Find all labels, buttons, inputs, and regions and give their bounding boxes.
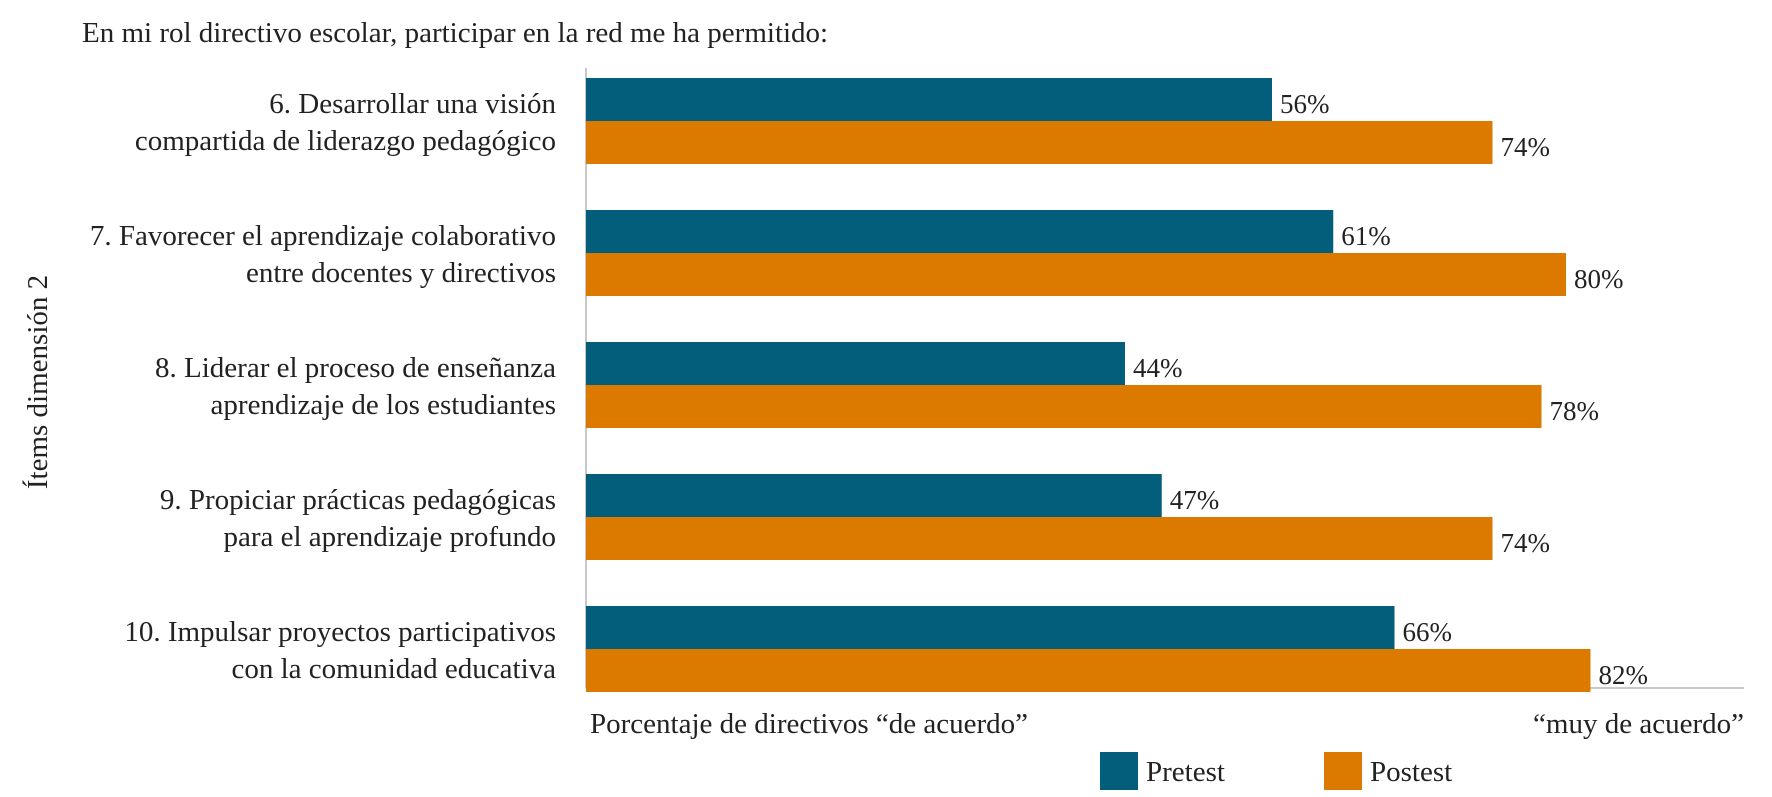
category-label-5-line-1: 10. Impulsar proyectos participativos bbox=[124, 616, 556, 648]
legend: Pretest Postest bbox=[1100, 752, 1452, 790]
value-label-postest-3: 78% bbox=[1550, 396, 1600, 426]
bar-pretest-5 bbox=[586, 606, 1395, 649]
value-label-pretest-1: 56% bbox=[1280, 89, 1330, 119]
bar-postest-3 bbox=[586, 385, 1542, 428]
value-label-postest-4: 74% bbox=[1501, 528, 1551, 558]
bar-postest-5 bbox=[586, 649, 1591, 692]
value-label-postest-1: 74% bbox=[1501, 132, 1551, 162]
bar-pretest-3 bbox=[586, 342, 1125, 385]
category-label-4-line-1: 9. Propiciar prácticas pedagógicas bbox=[160, 484, 556, 516]
category-label-5-line-2: con la comunidad educativa bbox=[231, 653, 556, 685]
category-label-3-line-1: 8. Liderar el proceso de enseñanza bbox=[155, 352, 556, 384]
value-label-pretest-5: 66% bbox=[1403, 617, 1453, 647]
category-label-2-line-1: 7. Favorecer el aprendizaje colaborativo bbox=[90, 220, 556, 252]
bars-layer: 56% 74% 61% 80% 44% 78% 47% 74% 66% 82% bbox=[586, 78, 1648, 692]
y-axis-title: Ítems dimensión 2 bbox=[21, 275, 54, 489]
legend-swatch-pretest bbox=[1100, 752, 1138, 790]
x-axis-title-right: “muy de acuerdo” bbox=[1533, 708, 1744, 740]
category-label-2-line-2: entre docentes y directivos bbox=[246, 257, 556, 289]
value-label-postest-2: 80% bbox=[1574, 264, 1624, 294]
bar-pretest-2 bbox=[586, 210, 1334, 253]
category-labels: 6. Desarrollar una visión compartida de l… bbox=[90, 88, 557, 685]
category-label-1-line-1: 6. Desarrollar una visión bbox=[269, 88, 556, 120]
value-label-pretest-2: 61% bbox=[1341, 221, 1391, 251]
legend-swatch-postest bbox=[1324, 752, 1362, 790]
bar-postest-4 bbox=[586, 517, 1493, 560]
chart-title: En mi rol directivo escolar, participar … bbox=[82, 17, 828, 49]
category-label-3-line-2: aprendizaje de los estudiantes bbox=[211, 389, 556, 421]
value-label-pretest-3: 44% bbox=[1133, 353, 1183, 383]
legend-label-pretest: Pretest bbox=[1146, 756, 1225, 788]
legend-label-postest: Postest bbox=[1370, 756, 1452, 788]
x-axis-title: Porcentaje de directivos “de acuerdo” bbox=[590, 708, 1028, 740]
bar-postest-1 bbox=[586, 121, 1493, 164]
category-label-4-line-2: para el aprendizaje profundo bbox=[223, 521, 556, 553]
value-label-postest-5: 82% bbox=[1599, 660, 1649, 690]
bar-pretest-4 bbox=[586, 474, 1162, 517]
bar-pretest-1 bbox=[586, 78, 1272, 121]
category-label-1-line-2: compartida de liderazgo pedagógico bbox=[135, 125, 556, 157]
value-label-pretest-4: 47% bbox=[1170, 485, 1220, 515]
bar-postest-2 bbox=[586, 253, 1566, 296]
